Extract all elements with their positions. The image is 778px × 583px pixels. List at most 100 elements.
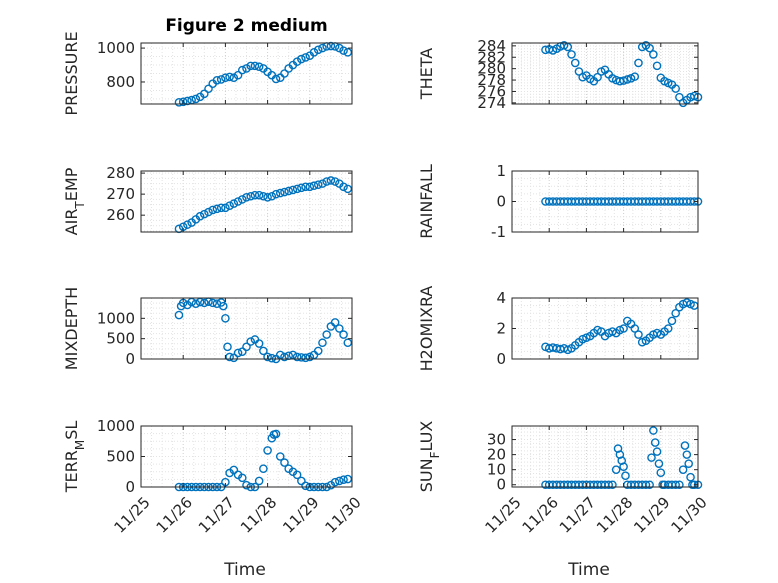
data-point <box>305 352 315 362</box>
data-point <box>237 195 247 204</box>
data-point <box>634 58 643 68</box>
y-axis-label: MIXDEPTH <box>62 287 81 370</box>
y-axis-label: THETA <box>417 48 436 100</box>
data-point <box>263 192 272 202</box>
data-point <box>339 46 348 55</box>
x-tick-label: 11/26 <box>153 493 196 536</box>
data-point <box>229 465 239 475</box>
data-point <box>237 65 247 75</box>
data-point <box>216 203 226 213</box>
data-point <box>284 186 294 196</box>
data-point <box>339 475 348 484</box>
data-point <box>309 181 319 191</box>
data-point <box>271 189 281 199</box>
data-point <box>237 347 247 356</box>
data-point <box>259 346 268 356</box>
axes-box <box>140 297 353 360</box>
subplot-air-temp: 260 270 280 AIRTEMP <box>62 164 353 235</box>
data-point <box>667 316 677 326</box>
y-tick-label: 276 <box>477 82 506 100</box>
data-point <box>297 476 306 486</box>
data-point <box>221 314 230 323</box>
x-axis-label-right: Time <box>567 560 610 580</box>
subplot-h2omixra: 0 2 4 H2OMIXRA <box>417 286 699 371</box>
data-point <box>195 211 205 221</box>
data-point <box>191 94 201 104</box>
data-point <box>604 480 614 490</box>
data-point <box>671 308 680 318</box>
data-point <box>682 450 692 459</box>
data-point <box>617 456 627 465</box>
data-point <box>204 84 213 94</box>
data-point <box>623 75 632 84</box>
data-point <box>301 182 310 192</box>
data-point <box>288 185 298 195</box>
data-point <box>649 50 658 59</box>
data-point <box>641 480 651 490</box>
data-point <box>645 480 654 490</box>
y-tick-label: 20 <box>487 446 506 464</box>
data-point <box>343 338 353 348</box>
x-tick-label: 11/29 <box>279 493 322 536</box>
data-point <box>630 72 640 81</box>
data-point <box>663 324 673 333</box>
y-axis-label: TERRMSL <box>62 421 87 494</box>
data-point <box>212 204 222 214</box>
data-point <box>680 441 690 450</box>
data-point <box>335 476 344 486</box>
data-point <box>199 298 209 308</box>
data-point <box>330 477 340 487</box>
data-point <box>191 299 201 308</box>
data-point <box>263 446 272 455</box>
data-point <box>330 177 340 186</box>
data-point <box>218 301 228 311</box>
x-tick-label: 11/25 <box>110 493 153 536</box>
data-point <box>246 337 256 346</box>
data-point <box>280 69 289 78</box>
data-point <box>259 191 268 201</box>
data-point <box>233 70 243 80</box>
data-point <box>613 444 623 453</box>
y-axis-label: AIRTEMP <box>62 167 87 235</box>
data-point <box>305 182 315 192</box>
data-point <box>174 98 184 107</box>
grid <box>511 297 699 360</box>
data-point <box>199 89 209 99</box>
y-tick-label: 280 <box>477 60 506 78</box>
y-tick-label: 1000 <box>97 309 135 327</box>
data-point <box>254 339 264 348</box>
y-tick-label: 284 <box>477 37 506 55</box>
y-tick-label: 270 <box>106 185 135 203</box>
data-point <box>242 480 251 490</box>
data-point <box>271 429 281 439</box>
data-point <box>619 462 628 471</box>
data-point <box>318 43 327 53</box>
data-point <box>339 330 348 339</box>
data-point <box>271 74 281 84</box>
y-tick-label: -1 <box>491 223 506 241</box>
data-point <box>567 50 576 59</box>
data-point <box>254 476 264 486</box>
data-point <box>242 192 251 202</box>
data-point <box>246 191 256 201</box>
data-point <box>313 346 323 356</box>
x-tick-label: 11/30 <box>667 493 710 536</box>
data-point <box>671 84 680 93</box>
axes-box <box>511 425 699 488</box>
y-tick-label: 10 <box>487 461 506 479</box>
data-point <box>246 61 256 71</box>
y-tick-label: 4 <box>496 289 506 307</box>
data-point <box>221 73 230 83</box>
data-point <box>647 453 656 462</box>
data-point <box>645 43 654 53</box>
data-point <box>233 348 243 358</box>
data-point <box>242 64 251 73</box>
data-point <box>229 353 239 363</box>
data-point <box>229 73 239 83</box>
data-series <box>541 298 699 355</box>
data-point <box>330 318 340 327</box>
data-point <box>223 342 232 352</box>
data-point <box>301 53 310 62</box>
data-point <box>343 184 353 194</box>
